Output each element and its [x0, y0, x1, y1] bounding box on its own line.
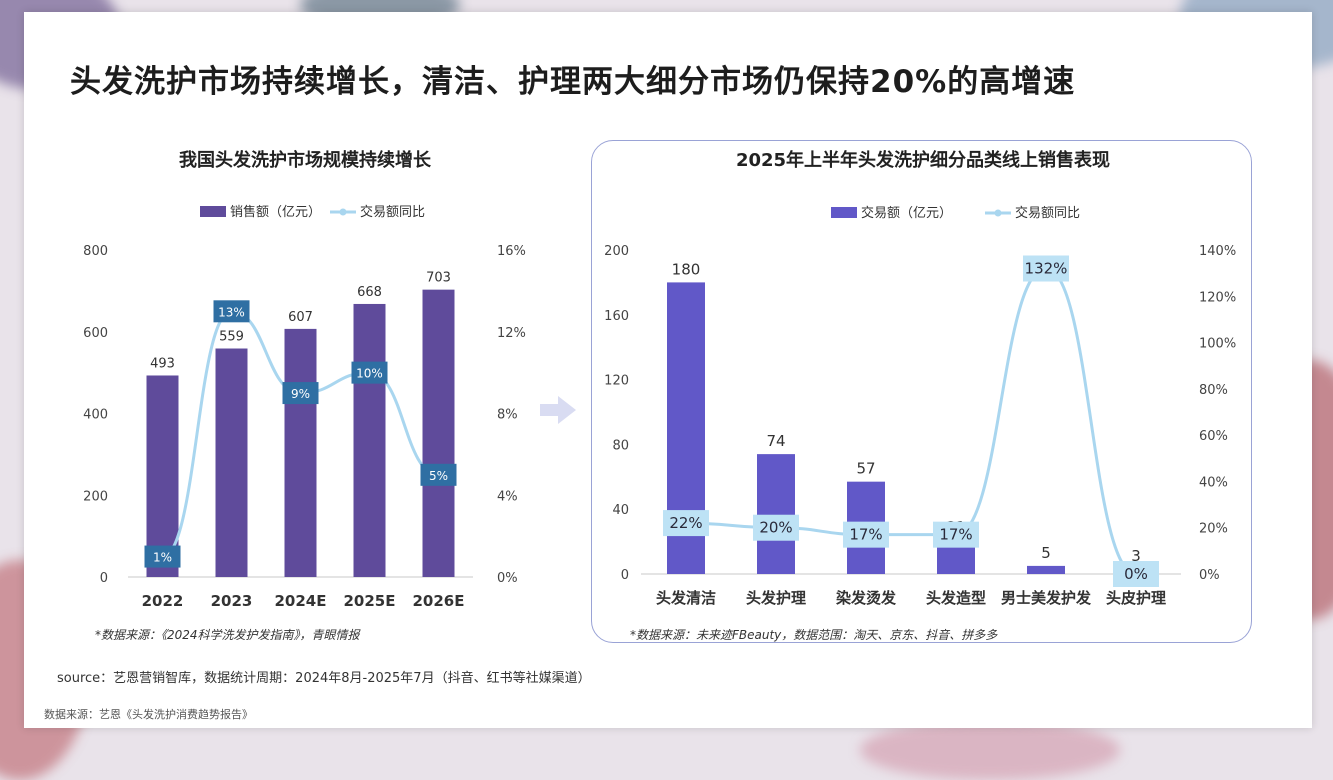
line-label-box — [351, 361, 388, 384]
chart-title: 2025年上半年头发洗护细分品类线上销售表现 — [736, 149, 1110, 171]
source-line: source：艺恩营销智库，数据统计周期：2024年8月-2025年7月（抖音、… — [57, 671, 591, 686]
x-tick-label: 2026E — [413, 592, 465, 610]
y2-tick-label: 20% — [1199, 522, 1228, 537]
bar-value-label: 180 — [672, 260, 701, 278]
x-tick-label: 头发护理 — [746, 589, 806, 607]
line-value-label: 17% — [939, 526, 972, 544]
page-title: 头发洗护市场持续增长，清洁、护理两大细分市场仍保持20%的高增速 — [70, 64, 1076, 100]
y-tick-label: 200 — [604, 244, 629, 259]
line-value-label: 132% — [1025, 260, 1068, 278]
y2-tick-label: 12% — [497, 326, 526, 341]
line-value-label: 13% — [218, 305, 245, 319]
decor-blob — [860, 720, 1120, 780]
y-tick-label: 200 — [83, 489, 108, 504]
y-tick-label: 600 — [83, 326, 108, 341]
bar-value-label: 5 — [1041, 544, 1051, 562]
line-value-label: 9% — [291, 387, 310, 401]
y-tick-label: 800 — [83, 244, 108, 259]
y2-tick-label: 4% — [497, 489, 518, 504]
data-source: 数据来源：艺恩《头发洗护消费趋势报告》 — [44, 708, 253, 721]
line-label-box — [213, 300, 250, 323]
y2-tick-label: 16% — [497, 244, 526, 259]
line-label-box — [843, 521, 889, 548]
line-value-label: 1% — [153, 551, 172, 565]
bar-value-label: 703 — [426, 271, 451, 286]
y-tick-label: 40 — [612, 503, 629, 518]
line-label-box — [282, 382, 319, 405]
legend-label: 交易额（亿元） — [861, 205, 952, 221]
legend-label: 交易额同比 — [360, 204, 425, 220]
line-label-box — [1113, 561, 1159, 587]
right-chart-note: *数据来源：未来迹FBeauty，数据范围：淘天、京东、抖音、拼多多 — [630, 628, 998, 642]
bar — [1027, 565, 1065, 574]
y2-tick-label: 80% — [1199, 383, 1228, 398]
y-tick-label: 80 — [612, 438, 629, 453]
y-tick-label: 0 — [100, 571, 108, 586]
bar-value-label: 559 — [219, 330, 244, 345]
legend-bar-swatch — [831, 207, 857, 218]
bar-value-label: 607 — [288, 310, 313, 325]
bar — [215, 348, 248, 577]
bar-value-label: 668 — [357, 285, 382, 300]
y2-tick-label: 0% — [1199, 568, 1220, 583]
bar — [353, 303, 386, 577]
x-tick-label: 2022 — [142, 592, 184, 610]
y-tick-label: 400 — [83, 408, 108, 423]
bar — [146, 375, 179, 577]
legend-label: 销售额（亿元） — [230, 204, 321, 220]
line-value-label: 5% — [429, 469, 448, 483]
y-tick-label: 160 — [604, 309, 629, 324]
line-value-label: 0% — [1124, 565, 1148, 583]
legend-bar-swatch — [200, 206, 226, 217]
line-label-box — [753, 514, 799, 541]
y2-tick-label: 0% — [497, 571, 518, 586]
y-tick-label: 120 — [604, 374, 629, 389]
line-value-label: 17% — [849, 526, 882, 544]
y2-tick-label: 40% — [1199, 475, 1228, 490]
bar-value-label: 493 — [150, 356, 175, 371]
line-label-box — [420, 463, 457, 486]
bar — [284, 328, 317, 577]
legend-label: 交易额同比 — [1015, 205, 1080, 221]
x-tick-label: 头皮护理 — [1106, 589, 1166, 607]
right-arrow-icon — [540, 396, 576, 424]
x-tick-label: 2025E — [344, 592, 396, 610]
legend-line-marker — [994, 209, 1002, 217]
y2-tick-label: 60% — [1199, 429, 1228, 444]
line-value-label: 20% — [759, 519, 792, 537]
line-label-box — [663, 510, 709, 537]
y2-tick-label: 140% — [1199, 244, 1236, 259]
y2-tick-label: 100% — [1199, 337, 1236, 352]
bar-value-label: 74 — [766, 432, 785, 450]
x-tick-label: 2023 — [211, 592, 253, 610]
bar — [422, 289, 455, 577]
x-tick-label: 头发清洁 — [656, 589, 716, 607]
line-value-label: 10% — [356, 367, 383, 381]
chart-title: 我国头发洗护市场规模持续增长 — [179, 149, 432, 171]
line-value-label: 22% — [669, 514, 702, 532]
line-label-box — [933, 521, 979, 548]
left-chart-note: *数据来源：《2024科学洗发护发指南》，青眼情报 — [95, 628, 360, 642]
x-tick-label: 2024E — [275, 592, 327, 610]
x-tick-label: 染发烫发 — [835, 589, 897, 607]
line-label-box — [144, 545, 181, 568]
bar — [757, 454, 795, 574]
legend-line-marker — [339, 208, 347, 216]
line-label-box — [1023, 255, 1069, 282]
x-tick-label: 头发造型 — [926, 589, 986, 607]
bar-value-label: 3 — [1131, 547, 1141, 565]
bar-value-label: 57 — [856, 460, 875, 478]
y-tick-label: 0 — [621, 568, 629, 583]
y2-tick-label: 8% — [497, 408, 518, 423]
y2-tick-label: 120% — [1199, 290, 1236, 305]
x-tick-label: 男士美发护发 — [1001, 589, 1092, 607]
